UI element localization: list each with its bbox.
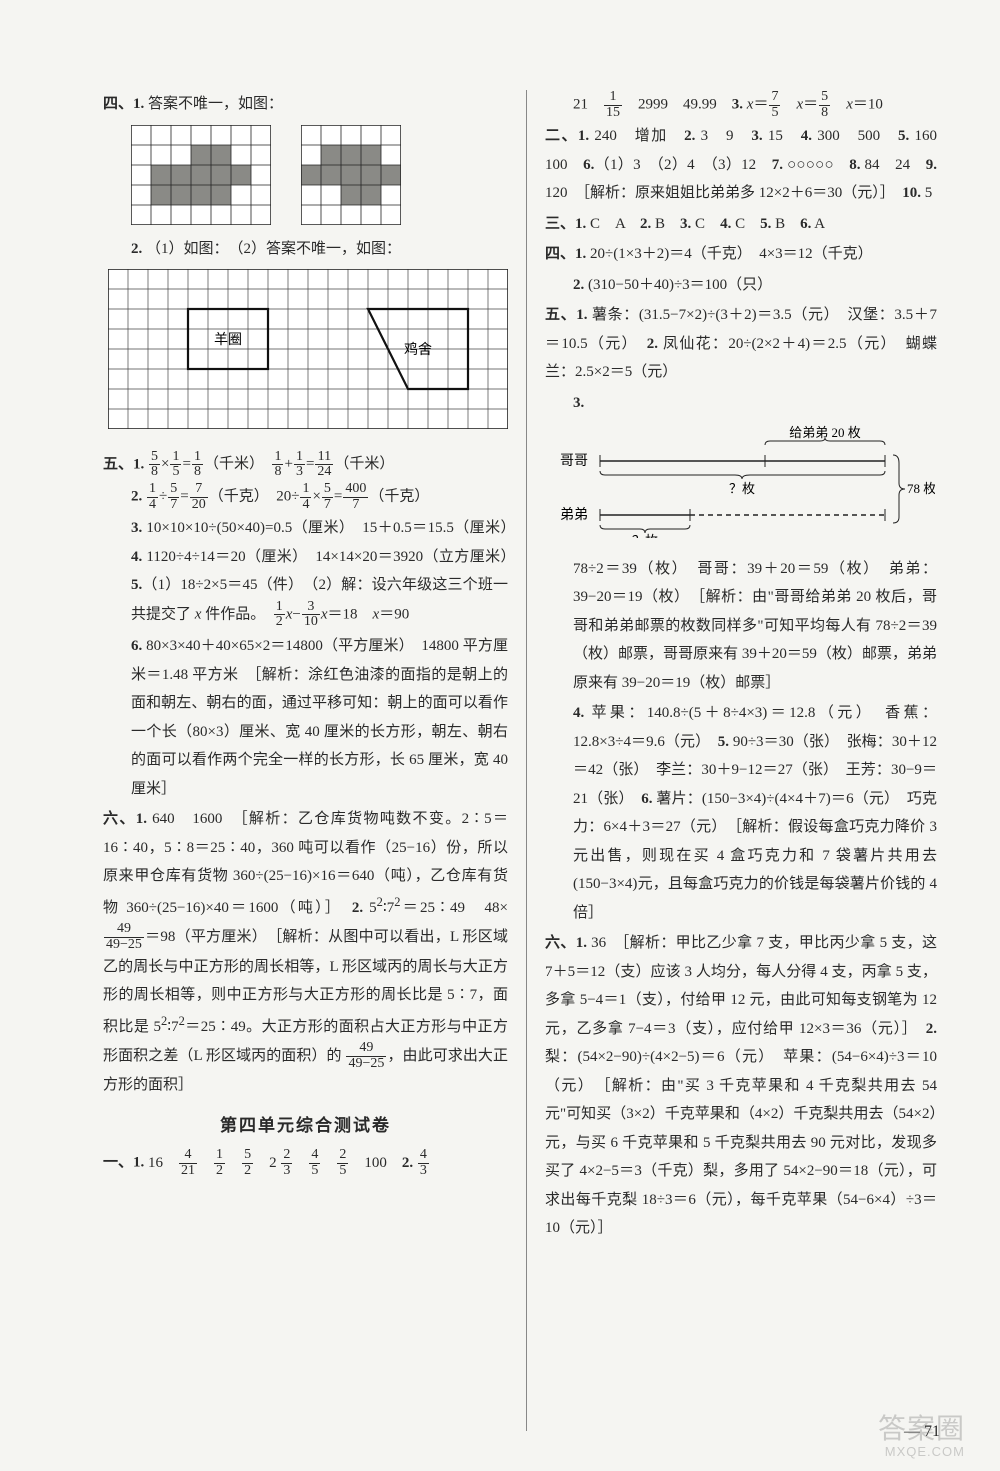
r-sec2: 二、1. 240 增加 2. 3 9 3. 15 4. 300 500 5. 1… [545,122,937,208]
sec4-2-label: 2. [131,241,142,257]
r-cont1: 21 115 2999 49.99 3. x＝75 x＝58 x＝10 [545,90,937,120]
r-s5-after2: 4. 苹果：140.8÷(5＋8÷4×3)＝12.8（元） 香蕉：12.8×3÷… [545,699,937,927]
svg-text:鸡舍: 鸡舍 [404,341,432,358]
r-s2-header: 二、1. [545,128,589,144]
sec6-item0: 640 1600 ［解析：乙仓库货物吨数不变。2∶5＝16∶40，5∶8＝25∶… [103,811,508,1093]
svg-text:给弟弟 20 枚: 给弟弟 20 枚 [789,425,861,440]
r-s4-header: 四、1. [545,246,586,262]
sec6: 六、1. 640 1600 ［解析：乙仓库货物吨数不变。2∶5＝16∶40，5∶… [103,805,508,1100]
sec5-item0: 58×15=18（千米） 18+13=1124（千米） [148,456,394,472]
r-sec3: 三、1. C A 2. B 3. C 4. C 5. B 6. A [545,210,937,239]
sec4-line1: 四、1. 答案不唯一，如图： [103,90,508,119]
sec4-text1: 答案不唯一，如图： [148,96,283,112]
r-s5-header: 五、1. [545,307,588,323]
sec6-header: 六、1. [103,811,147,827]
r-s5-after1: 78÷2＝39（枚） 哥哥：39＋20＝59（枚） 弟弟：39−20＝19（枚）… [545,555,937,698]
stamp-diagram: 给弟弟 20 枚哥哥 ？枚 78 枚弟弟 ？枚 [555,423,937,549]
watermark-main: 答案圈 [878,1413,965,1444]
sec5-item1: 2. 14÷57=720（千克） 20÷14×57=4007（千克） [103,482,508,512]
sec4-2-text: （1）如图： （2）答案不唯一，如图： [146,241,401,257]
unit4-sec1: 一、1. 16 421 12 52 2 23 45 25 100 2. 43 [103,1148,508,1178]
u4s1-header: 一、1. [103,1155,144,1171]
r-sec5: 五、1. 薯条：(31.5−7×2)÷(3＋2)＝3.5（元） 汉堡：3.5＋7… [545,301,937,387]
big-grid-diagram: 羊圈鸡舍 [108,269,508,429]
sec5-item3: 6. 80×3×40＋40×65×2＝14800（平方厘米） 14800 平方厘… [103,632,508,803]
r-s4-line2: 2. (310−50＋40)÷3＝100（只） [545,271,937,300]
svg-text:78 枚: 78 枚 [907,481,935,496]
svg-text:弟弟: 弟弟 [560,507,588,523]
r-sec4: 四、1. 20÷(1×3＋2)＝4（千克） 4×3＝12（千克） [545,240,937,269]
grid-diagram-2 [301,125,401,225]
grid-pair [103,125,508,225]
unit4-title: 第四单元综合测试卷 [103,1110,508,1142]
r-s5-3: 3. [573,395,584,411]
grid-diagram-1 [131,125,271,225]
watermark: 答案圈 MXQE.COM [878,1414,965,1459]
watermark-sub: MXQE.COM [878,1445,965,1459]
sec4-line2: 2. （1）如图： （2）答案不唯一，如图： [103,235,508,264]
big-grid-wrap: 羊圈鸡舍 [103,269,508,440]
r-s4-content: 20÷(1×3＋2)＝4（千克） 4×3＝12（千克） [590,246,873,262]
sec5: 五、1. 58×15=18（千米） 18+13=1124（千米） [103,450,508,480]
r-sec6: 六、1. 36 ［解析：甲比乙少拿 7 支，甲比丙少拿 5 支，这 7＋5＝12… [545,929,937,1243]
u4s1-content: 16 421 12 52 2 23 45 25 100 2. 43 [148,1155,430,1171]
r-s3-content: C A 2. B 3. C 4. C 5. B 6. A [590,216,825,232]
sec4-header: 四、1. [103,96,144,112]
r-s6-content: 36 ［解析：甲比乙少拿 7 支，甲比丙少拿 5 支，这 7＋5＝12（支）应该… [545,935,937,1236]
svg-text:？枚: ？枚 [632,533,658,538]
r-s2-content: 240 增加 2. 3 9 3. 15 4. 300 500 5. 160 10… [545,128,952,201]
svg-text:羊圈: 羊圈 [214,332,242,348]
two-column-layout: 四、1. 答案不唯一，如图： 2. （1）如图： （2）答案不唯一，如图： 羊圈… [95,90,945,1431]
sec5-header: 五、1. [103,456,144,472]
line-diagram-svg: 给弟弟 20 枚哥哥 ？枚 78 枚弟弟 ？枚 [555,423,935,538]
r-s6-header: 六、1. [545,935,587,951]
left-column: 四、1. 答案不唯一，如图： 2. （1）如图： （2）答案不唯一，如图： 羊圈… [95,90,527,1431]
r-s5-item0: 薯条：(31.5−7×2)÷(3＋2)＝3.5（元） 汉堡：3.5＋7＝10.5… [545,307,937,380]
right-column: 21 115 2999 49.99 3. x＝75 x＝58 x＝10 二、1.… [527,90,945,1431]
r-s3-header: 三、1. [545,216,586,232]
r-s5-3label: 3. [545,389,937,418]
svg-text:？枚: ？枚 [729,481,755,496]
sec5-item2: 3. 10×10×10÷(50×40)=0.5（厘米） 15＋0.5＝15.5（… [103,514,508,630]
svg-text:哥哥: 哥哥 [560,454,588,469]
